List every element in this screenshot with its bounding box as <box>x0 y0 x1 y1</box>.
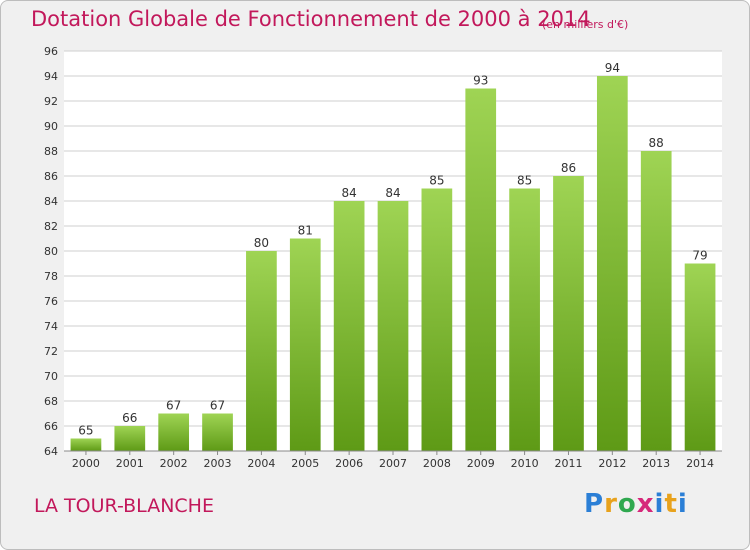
bar-value-label: 94 <box>605 61 620 75</box>
chart-unit-note: (en milliers d'€) <box>542 18 629 31</box>
bar-value-label: 81 <box>298 224 313 238</box>
bar-value-label: 93 <box>473 74 488 88</box>
y-tick-label: 80 <box>44 245 58 258</box>
y-tick-label: 68 <box>44 395 58 408</box>
x-tick-label: 2011 <box>554 457 582 470</box>
x-tick-label: 2001 <box>116 457 144 470</box>
y-tick-label: 86 <box>44 170 58 183</box>
y-tick-label: 74 <box>44 320 58 333</box>
x-tick-label: 2010 <box>511 457 539 470</box>
x-tick-label: 2006 <box>335 457 363 470</box>
x-tick-label: 2012 <box>598 457 626 470</box>
bar-value-label: 67 <box>166 399 181 413</box>
y-tick-label: 78 <box>44 270 58 283</box>
bar-value-label: 67 <box>210 399 225 413</box>
bar <box>70 438 102 451</box>
x-tick-label: 2008 <box>423 457 451 470</box>
bar <box>465 88 497 451</box>
y-tick-label: 64 <box>44 445 58 458</box>
bar <box>333 201 365 451</box>
y-tick-label: 72 <box>44 345 58 358</box>
x-tick-label: 2007 <box>379 457 407 470</box>
y-tick-label: 88 <box>44 145 58 158</box>
bar <box>509 188 540 451</box>
bar-value-label: 84 <box>341 186 356 200</box>
x-tick-label: 2014 <box>686 457 714 470</box>
bar-value-label: 80 <box>254 236 269 250</box>
bar <box>158 413 190 451</box>
commune-name: LA TOUR-BLANCHE <box>34 495 214 517</box>
bar-value-label: 79 <box>692 249 707 263</box>
x-tick-label: 2000 <box>72 457 100 470</box>
y-tick-label: 90 <box>44 120 58 133</box>
y-tick-label: 70 <box>44 370 58 383</box>
bar <box>596 76 628 451</box>
bar <box>684 263 716 451</box>
bar-value-label: 88 <box>649 136 664 150</box>
x-tick-label: 2009 <box>467 457 495 470</box>
x-tick-label: 2004 <box>247 457 275 470</box>
y-tick-label: 84 <box>44 195 58 208</box>
bar <box>421 188 453 451</box>
x-tick-label: 2013 <box>642 457 670 470</box>
bar-value-label: 85 <box>429 174 444 188</box>
x-tick-label: 2003 <box>204 457 232 470</box>
y-tick-label: 94 <box>44 70 58 83</box>
y-tick-label: 82 <box>44 220 58 233</box>
y-tick-label: 66 <box>44 420 58 433</box>
y-tick-label: 92 <box>44 95 58 108</box>
x-tick-label: 2002 <box>160 457 188 470</box>
bar <box>553 176 584 451</box>
x-tick-label: 2005 <box>291 457 319 470</box>
bar-value-label: 86 <box>561 161 576 175</box>
bar <box>640 151 672 451</box>
bar-value-label: 85 <box>517 174 532 188</box>
bar <box>202 413 233 451</box>
bar <box>377 201 409 451</box>
proxiti-logo[interactable]: Proxiti <box>584 489 688 519</box>
bar-value-label: 66 <box>122 411 137 425</box>
bar-value-label: 65 <box>78 424 93 438</box>
bar-value-label: 84 <box>385 186 400 200</box>
bar <box>114 426 146 451</box>
y-tick-label: 76 <box>44 295 58 308</box>
y-tick-label: 96 <box>44 45 58 58</box>
chart-title: Dotation Globale de Fonctionnement de 20… <box>31 7 591 31</box>
bar <box>289 238 321 451</box>
bar <box>246 251 277 451</box>
